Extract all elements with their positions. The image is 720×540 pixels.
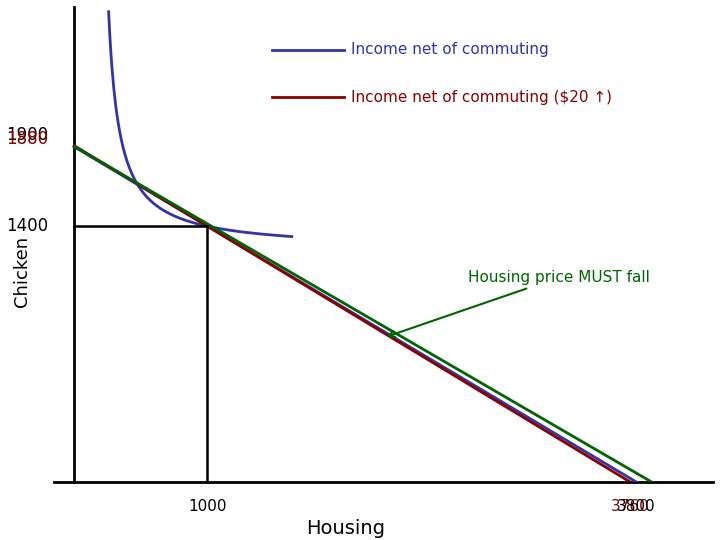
Text: 1000: 1000 bbox=[188, 500, 227, 515]
Text: 1400: 1400 bbox=[6, 217, 48, 235]
Text: 1880: 1880 bbox=[6, 130, 48, 147]
Text: 1900: 1900 bbox=[6, 126, 48, 144]
Text: Housing price MUST fall: Housing price MUST fall bbox=[389, 270, 649, 337]
Text: Chicken: Chicken bbox=[13, 237, 31, 307]
Text: 3800: 3800 bbox=[617, 500, 656, 515]
Text: Income net of commuting ($20 ↑): Income net of commuting ($20 ↑) bbox=[351, 90, 612, 105]
Text: 3760: 3760 bbox=[611, 500, 649, 515]
Text: Income net of commuting: Income net of commuting bbox=[351, 42, 549, 57]
Text: Housing: Housing bbox=[306, 518, 385, 538]
